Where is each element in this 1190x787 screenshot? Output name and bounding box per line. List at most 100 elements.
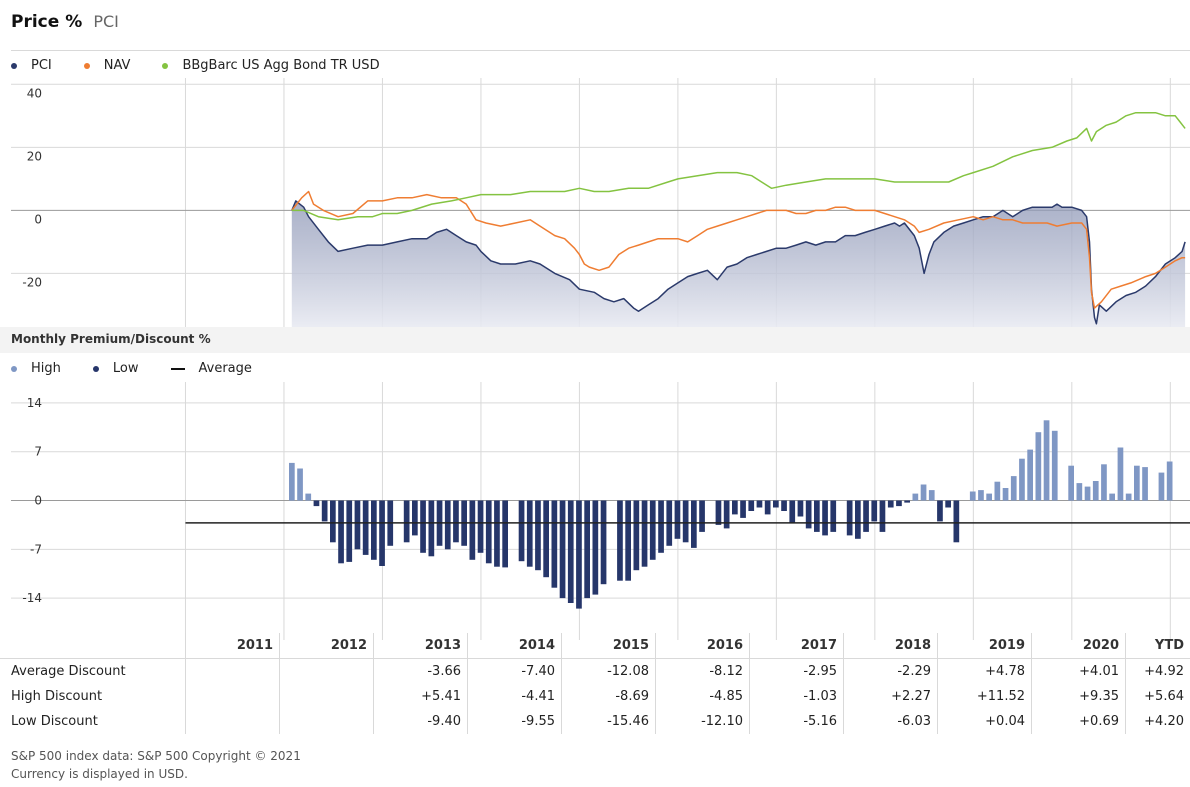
bar-low [633,500,640,571]
table-cell: +11.52 [937,684,1032,709]
bar-low [789,500,796,524]
y-tick-label: -14 [22,591,42,605]
legend-pci-label: PCI [31,58,52,73]
bar-high [1166,461,1173,501]
table-cell [279,684,374,709]
bar-low [420,500,426,553]
table-cell: -12.08 [561,658,656,684]
bar-low [953,500,960,543]
table-cell: -9.55 [467,709,562,734]
bar-low [732,500,738,515]
bar-low [674,500,681,539]
bar-low [682,500,689,543]
bar-high [920,484,927,501]
bar-high [1035,432,1042,501]
table-row-low: Low Discount -9.40 -9.55 -15.46 -12.10 -… [0,709,1190,734]
bar-low [846,500,853,536]
table-cell [279,658,374,684]
bar-high [1002,488,1009,501]
y-tick-label: 0 [34,212,42,226]
bar-high [1027,449,1033,501]
bar-low [526,500,533,567]
table-year: 2020 [1031,633,1126,659]
bar-low [567,500,574,603]
table-cell: +4.01 [1031,658,1126,684]
table-cell: -4.85 [655,684,750,709]
bar-high [1092,481,1099,501]
bar-low [641,500,648,567]
series-line-bbgbarc-us-agg-bond-tr-usd [291,111,1186,221]
bar-high [1084,486,1091,501]
bar-low [600,500,607,585]
bar-high [1158,472,1165,501]
legend-high-label: High [31,361,61,376]
bar-low [658,500,664,553]
chart-header: Price % PCI [11,12,119,34]
table-cell: -9.40 [373,709,468,734]
table-year: 2015 [561,633,656,659]
bar-low [797,500,804,517]
table-year: 2014 [467,633,562,659]
bar-low [321,500,328,522]
table-cell: +4.92 [1125,658,1190,684]
bar-high [1125,493,1132,501]
bar-low [699,500,705,532]
legend-nav-label: NAV [103,58,131,73]
table-cell [279,709,374,734]
legend-item-nav[interactable]: NAV [83,58,131,73]
bar-low [764,500,771,515]
bar-high [297,468,303,501]
bar-low [338,500,344,564]
bar-low [773,500,779,508]
bar-low [863,500,869,532]
table-year: 2011 [185,633,280,659]
bar-high [1010,476,1017,501]
bar-high [1043,420,1050,501]
bar-high [1101,464,1107,501]
premium-legend: High Low Average [11,361,284,376]
y-tick-label: 20 [27,149,42,163]
bar-low [543,500,549,578]
table-cell: -2.29 [843,658,938,684]
y-tick-label: 14 [27,396,42,410]
table-cell: +5.41 [373,684,468,709]
bar-low [945,500,951,508]
table-row-high: High Discount +5.41 -4.41 -8.69 -4.85 -1… [0,684,1190,709]
legend-item-low[interactable]: Low [92,361,139,376]
legend-item-benchmark[interactable]: BBgBarc US Agg Bond TR USD [162,58,380,73]
table-year: YTD [1125,633,1190,659]
table-year: 2019 [937,633,1032,659]
table-cell: -1.03 [749,684,844,709]
bar-low [592,500,599,595]
bar-high [912,493,919,501]
legend-item-high[interactable]: High [11,361,61,376]
table-cell: -2.95 [749,658,844,684]
legend-average-marker [170,367,185,370]
bar-high [969,491,976,501]
bar-high [1142,467,1148,501]
table-cell: -6.03 [843,709,938,734]
bar-low [756,500,763,508]
legend-low-marker [92,365,99,372]
legend-high-marker [11,365,17,372]
bar-low [814,500,820,532]
bar-low [403,500,410,543]
bar-high [978,490,984,501]
table-row-label: Average Discount [11,664,126,679]
bar-low [830,500,837,532]
bar-low [649,500,656,560]
table-cell: +9.35 [1031,684,1126,709]
legend-item-average[interactable]: Average [170,361,252,376]
table-cell: +5.64 [1125,684,1190,709]
table-cell: -5.16 [749,709,844,734]
discount-table: 2011 2012 2013 2014 2015 2016 2017 2018 … [0,633,1190,734]
divider [11,50,1190,51]
bar-high [1068,465,1074,501]
bar-low [330,500,336,543]
table-cell: -15.46 [561,709,656,734]
bar-low [477,500,484,553]
legend-item-pci[interactable]: PCI [11,58,52,73]
legend-pci-marker [11,62,17,69]
bar-low [781,500,787,511]
y-tick-label: 0 [34,494,42,508]
